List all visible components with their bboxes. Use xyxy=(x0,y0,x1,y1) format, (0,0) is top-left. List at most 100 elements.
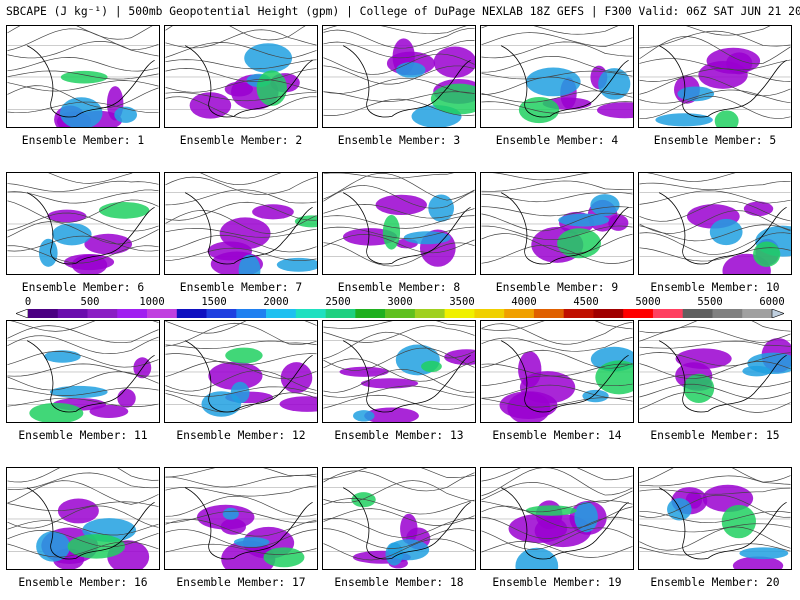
ensemble-member-caption: Ensemble Member: 5 xyxy=(635,134,795,147)
colorbar-segment xyxy=(117,309,148,318)
member-number: 18 xyxy=(450,576,464,589)
ensemble-member-map xyxy=(6,25,160,128)
map-canvas xyxy=(7,26,159,127)
ensemble-member-map xyxy=(480,25,634,128)
map-canvas xyxy=(481,173,633,265)
colorbar-tick-label: 1500 xyxy=(201,296,227,308)
member-number: 5 xyxy=(769,134,777,147)
colorbar-segment xyxy=(176,309,207,318)
ensemble-member-caption: Ensemble Member: 12 xyxy=(161,429,321,442)
ensemble-member-caption: Ensemble Member: 15 xyxy=(635,429,795,442)
ensemble-member-map xyxy=(322,25,476,128)
ensemble-member-caption: Ensemble Member: 7 xyxy=(161,281,321,294)
ensemble-member-caption: Ensemble Member: 17 xyxy=(161,576,321,589)
ensemble-member-map xyxy=(322,172,476,275)
colorbar-tick-label: 6000 xyxy=(759,296,785,308)
colorbar-segment xyxy=(355,309,386,318)
caption-prefix: Ensemble Member: xyxy=(334,576,450,589)
member-number: 8 xyxy=(453,281,461,294)
colorbar-segment xyxy=(414,309,445,318)
ensemble-member-map xyxy=(164,320,318,423)
colorbar-segment xyxy=(266,309,297,318)
caption-prefix: Ensemble Member: xyxy=(179,134,296,147)
colorbar-segment xyxy=(474,309,505,318)
colorbar-tick-label: 2500 xyxy=(325,296,351,308)
ensemble-member-caption: Ensemble Member: 4 xyxy=(477,134,637,147)
colorbar-tick-label: 1000 xyxy=(139,296,165,308)
member-number: 7 xyxy=(295,281,303,294)
colorbar-segment xyxy=(652,309,684,318)
map-canvas xyxy=(7,173,159,274)
colorbar-segment xyxy=(147,309,178,318)
ensemble-member-map xyxy=(480,320,634,423)
map-canvas xyxy=(165,321,317,417)
map-canvas xyxy=(323,26,475,127)
ensemble-member-caption: Ensemble Member: 10 xyxy=(635,281,795,294)
caption-prefix: Ensemble Member: xyxy=(334,429,450,442)
map-canvas xyxy=(323,321,475,422)
caption-prefix: Ensemble Member: xyxy=(495,281,612,294)
member-number: 16 xyxy=(134,576,148,589)
ensemble-member-caption: Ensemble Member: 18 xyxy=(319,576,479,589)
colorbar-segment xyxy=(623,309,654,318)
colorbar-segment xyxy=(682,309,713,318)
caption-prefix: Ensemble Member: xyxy=(492,429,608,442)
map-canvas xyxy=(323,173,475,267)
caption-prefix: Ensemble Member: xyxy=(176,576,292,589)
colorbar-tick-label: 4000 xyxy=(511,296,537,308)
map-canvas xyxy=(639,26,791,127)
member-number: 6 xyxy=(137,281,145,294)
colorbar-tick-label: 4500 xyxy=(573,296,599,308)
map-canvas xyxy=(481,26,633,124)
map-canvas xyxy=(481,321,633,422)
ensemble-member-map xyxy=(164,172,318,275)
colorbar-segment xyxy=(444,309,475,318)
member-number: 9 xyxy=(611,281,619,294)
ensemble-member-caption: Ensemble Member: 13 xyxy=(319,429,479,442)
colorbar-tick-label: 3000 xyxy=(387,296,413,308)
colorbar-segment xyxy=(325,309,356,318)
colorbar-segment xyxy=(87,309,118,318)
member-number: 12 xyxy=(292,429,306,442)
ensemble-member-caption: Ensemble Member: 1 xyxy=(3,134,163,147)
colorbar-segment xyxy=(206,309,237,318)
caption-prefix: Ensemble Member: xyxy=(176,429,292,442)
caption-prefix: Ensemble Member: xyxy=(337,281,454,294)
caption-prefix: Ensemble Member: xyxy=(18,429,134,442)
member-number: 20 xyxy=(766,576,780,589)
member-number: 13 xyxy=(450,429,464,442)
caption-prefix: Ensemble Member: xyxy=(18,576,134,589)
map-canvas xyxy=(481,468,633,569)
ensemble-member-map xyxy=(638,467,792,570)
ensemble-member-map xyxy=(322,320,476,423)
ensemble-member-caption: Ensemble Member: 19 xyxy=(477,576,637,589)
colorbar-segment xyxy=(563,309,594,318)
ensemble-member-map xyxy=(6,172,160,275)
map-canvas xyxy=(165,468,317,569)
colorbar-segment xyxy=(236,309,267,318)
ensemble-member-map xyxy=(638,320,792,423)
colorbar-segment xyxy=(57,309,88,318)
ensemble-member-map xyxy=(164,25,318,128)
ensemble-member-caption: Ensemble Member: 20 xyxy=(635,576,795,589)
map-canvas xyxy=(639,468,791,569)
map-title: SBCAPE (J kg⁻¹) | 500mb Geopotential Hei… xyxy=(6,5,800,18)
ensemble-member-map xyxy=(6,320,160,423)
ensemble-member-map xyxy=(638,25,792,128)
colorbar-tick-label: 500 xyxy=(80,296,100,308)
member-number: 3 xyxy=(453,134,461,147)
colorbar-segment xyxy=(295,309,326,318)
colorbar-tick-label: 0 xyxy=(24,296,32,308)
member-number: 4 xyxy=(611,134,619,147)
caption-prefix: Ensemble Member: xyxy=(653,134,770,147)
ensemble-member-caption: Ensemble Member: 11 xyxy=(3,429,163,442)
caption-prefix: Ensemble Member: xyxy=(21,134,138,147)
member-number: 19 xyxy=(608,576,622,589)
colorbar-tick-label: 2000 xyxy=(263,296,289,308)
caption-prefix: Ensemble Member: xyxy=(650,281,766,294)
map-canvas xyxy=(7,468,159,569)
caption-prefix: Ensemble Member: xyxy=(492,576,608,589)
ensemble-member-map xyxy=(164,467,318,570)
map-canvas xyxy=(165,173,317,274)
ensemble-member-caption: Ensemble Member: 2 xyxy=(161,134,321,147)
